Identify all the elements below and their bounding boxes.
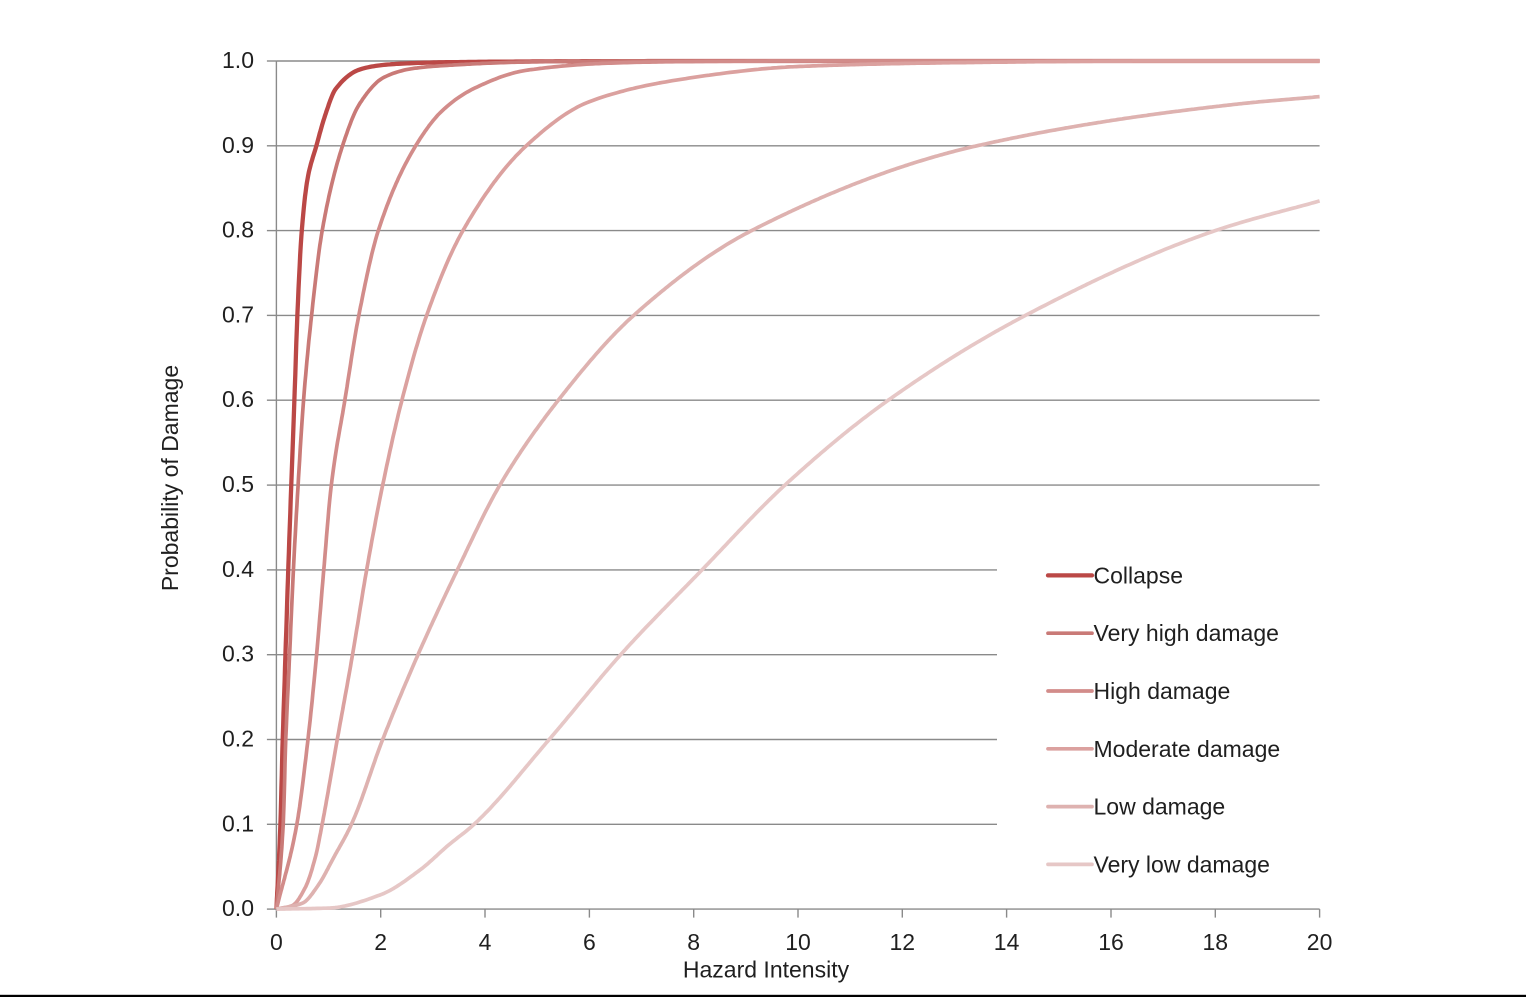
- svg-text:8: 8: [687, 929, 700, 955]
- svg-text:0.6: 0.6: [222, 386, 254, 412]
- svg-text:0.2: 0.2: [222, 726, 254, 752]
- svg-text:0.3: 0.3: [222, 641, 254, 667]
- svg-text:0.7: 0.7: [222, 301, 254, 327]
- svg-text:Low damage: Low damage: [1094, 794, 1226, 820]
- svg-text:0.4: 0.4: [222, 556, 254, 582]
- svg-text:Very high damage: Very high damage: [1094, 620, 1279, 646]
- svg-text:Moderate damage: Moderate damage: [1094, 736, 1281, 762]
- svg-text:1.0: 1.0: [222, 47, 254, 73]
- svg-text:20: 20: [1307, 929, 1333, 955]
- svg-text:0.8: 0.8: [222, 217, 254, 243]
- svg-text:Probability of Damage: Probability of Damage: [157, 365, 183, 591]
- svg-text:16: 16: [1098, 929, 1124, 955]
- svg-text:Very low damage: Very low damage: [1094, 851, 1270, 877]
- svg-text:18: 18: [1203, 929, 1229, 955]
- svg-text:0.9: 0.9: [222, 132, 254, 158]
- svg-text:Collapse: Collapse: [1094, 562, 1184, 588]
- svg-text:0.0: 0.0: [222, 895, 254, 921]
- svg-text:10: 10: [785, 929, 811, 955]
- svg-text:High damage: High damage: [1094, 678, 1231, 704]
- svg-text:6: 6: [583, 929, 596, 955]
- svg-text:2: 2: [374, 929, 387, 955]
- svg-text:14: 14: [994, 929, 1020, 955]
- svg-text:0.5: 0.5: [222, 471, 254, 497]
- svg-text:12: 12: [890, 929, 916, 955]
- svg-text:0.1: 0.1: [222, 810, 254, 836]
- svg-text:4: 4: [479, 929, 492, 955]
- svg-text:Hazard Intensity: Hazard Intensity: [683, 957, 850, 983]
- svg-text:0: 0: [270, 929, 283, 955]
